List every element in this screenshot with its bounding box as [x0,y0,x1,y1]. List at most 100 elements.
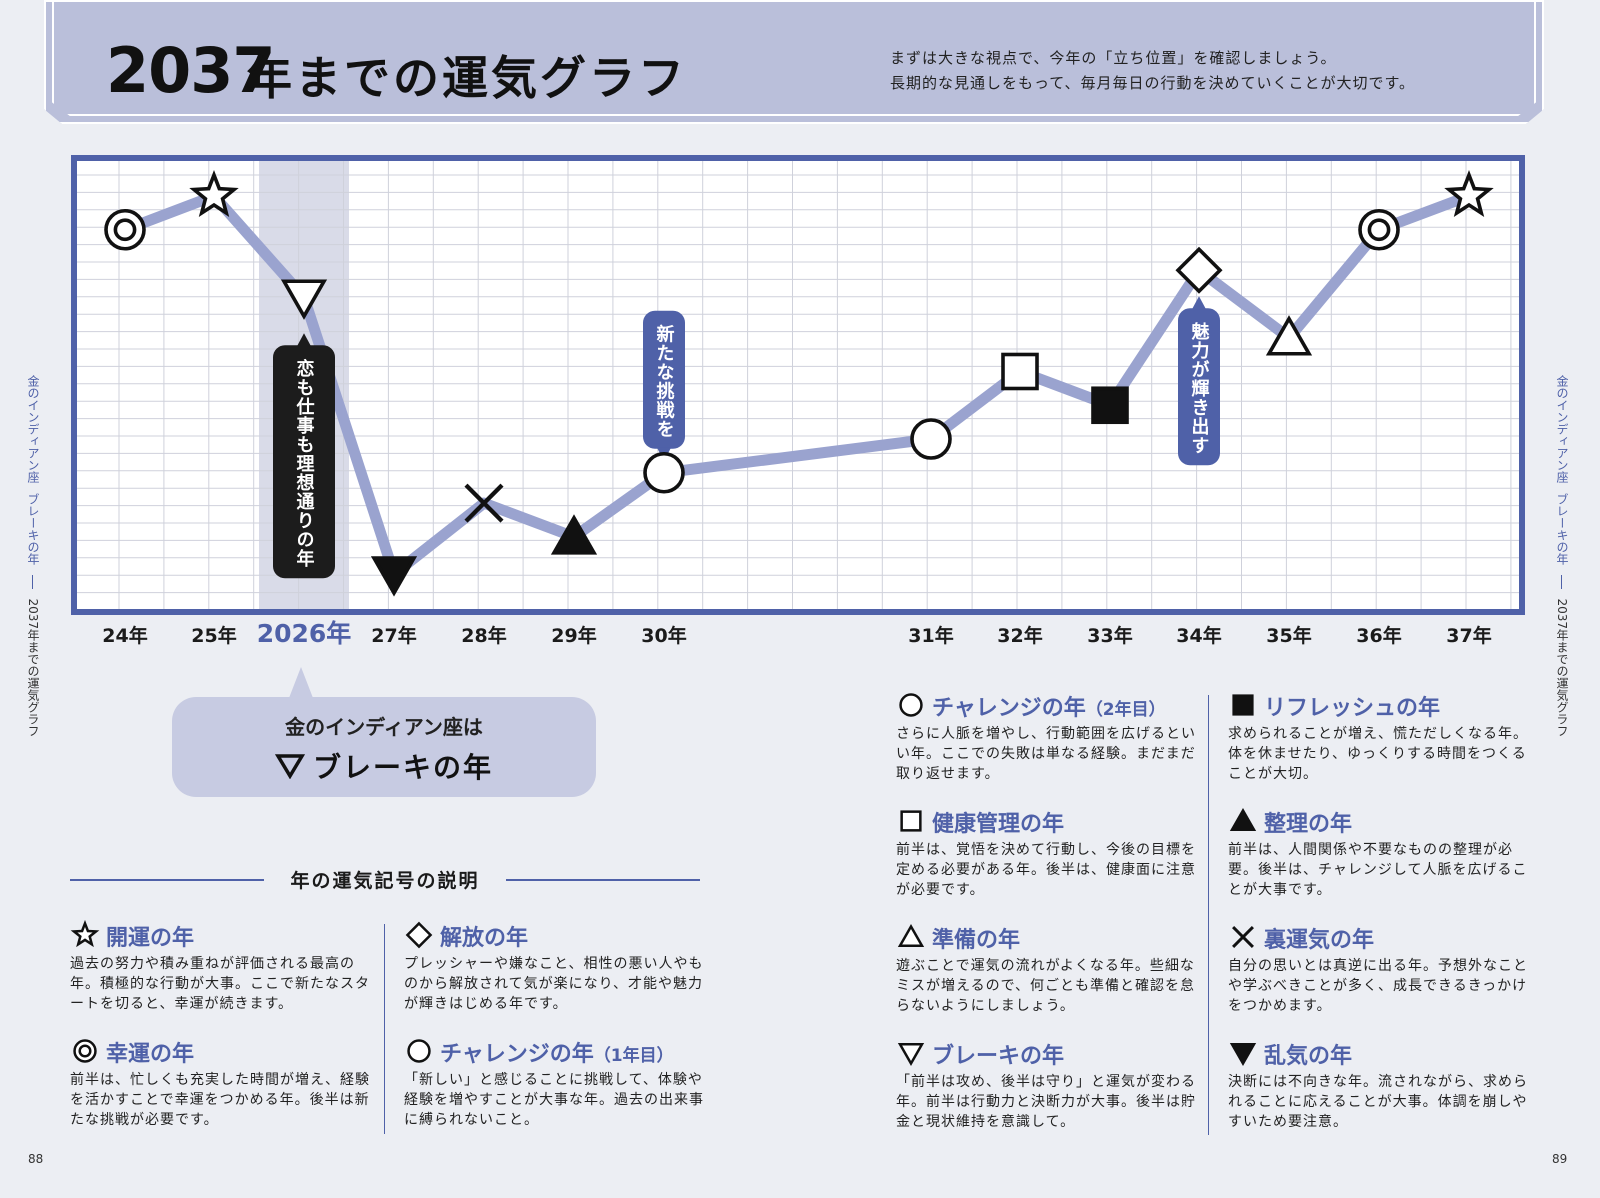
chart-annotation: 恋も仕事も理想通りの年 [273,333,335,579]
x-tick-label: 37年 [1446,624,1491,647]
square-filled-icon [1232,694,1254,716]
title-text: 年までの運気グラフ [246,51,687,105]
point-marker-double-circle [104,208,146,251]
intro-line: まずは大きな視点で、今年の「立ち位置」を確認しましょう。 [890,49,1337,67]
legend-entry: 開運の年過去の努力や積み重ねが評価される最高の年。積極的な行動が大事。ここで新た… [70,919,370,1014]
x-tick-label: 30年 [641,624,686,647]
legend-entry-title: 開運の年 [70,919,370,954]
legend-heading: 年の運気記号の説明 [70,866,700,896]
legend-title-text: 準備の年 [932,928,1021,953]
legend-heading-rule-right [506,879,700,881]
legend-entry: リフレッシュの年 求められることが増え、慌ただしくなる年。体を休ませたり、ゆっくり… [1228,690,1528,784]
point-marker-triangle [1265,315,1313,356]
callout-year-type: ブレーキの年 [312,751,493,784]
x-tick-label: 33年 [1087,624,1132,647]
triangle-icon [897,924,925,948]
legend-title-text: 開運の年 [106,926,195,951]
legend-entry: 準備の年 遊ぶことで運気の流れがよくなる年。些細なミスが増えるので、何ごとも準備と… [896,922,1196,1016]
side-label-right: 金のインディアン座 ブレーキの年 2037年までの運気グラフ [1553,375,1569,737]
legend-entry: 幸運の年前半は、忙しくも充実した時間が増え、経験を活かすことで幸運をつかめる年。… [70,1036,370,1130]
fortune-line-chart: 恋も仕事も理想通りの年 新たな挑戦を 魅力が輝き出す 24年 25年 2026年 27年 28… [71,155,1525,648]
legend-description: 「前半は攻め、後半は守り」と運気が変わる年。前半は行動力と決断力が大事。後半は貯… [896,1074,1196,1130]
x-tick-label: 2026年 [257,619,352,648]
callout-line1: 金のインディアン座は [285,715,483,739]
triangle-filled-icon [1229,808,1257,832]
legend-entry-title: 幸運の年 [70,1036,370,1070]
legend-heading-text: 年の運気記号の説明 [290,870,480,892]
chart-annotation: 魅力が輝き出す [1178,296,1220,466]
legend-divider [384,924,385,1134]
legend-entry: 健康管理の年 前半は、覚悟を決めて行動し、今後の目標を定める必要がある年。後半は、… [896,806,1196,900]
side-label-year-type: ブレーキの年 [1555,492,1569,565]
legend-entry: 裏運気の年自分の思いとは真逆に出る年。予想外なことや学ぶべきことが多く、成長でき… [1228,922,1528,1016]
side-label-divider [1561,574,1563,589]
legend-description: 自分の思いとは真逆に出る年。予想外なことや学ぶべきことが多く、成長できるきっかけ… [1228,958,1528,1014]
legend-title-note: （1年目） [593,1046,674,1066]
legend-entry: 解放の年プレッシャーや嫌なこと、相性の悪い人やものから解放されて気が楽になり、才… [404,920,704,1014]
side-label-constellation: 金のインディアン座 [1555,375,1569,483]
side-label-left: 金のインディアン座 ブレーキの年 2037年までの運気グラフ [24,375,40,737]
x-tick-label: 36年 [1356,624,1401,647]
legend-description: 前半は、覚悟を決めて行動し、今後の目標を定める必要がある年。後半は、健康面に注意… [896,842,1196,898]
legend-entry-title: チャレンジの年（1年目） [404,1036,704,1070]
point-marker-double-circle [1358,208,1400,251]
legend-title-note: （2年目） [1085,700,1166,720]
legend-description: 前半は、忙しくも充実した時間が増え、経験を活かすことで幸運をつかめる年。後半は新… [70,1072,370,1128]
x-tick-label: 24年 [102,624,147,647]
legend-heading-rule-left [70,879,264,881]
point-marker-triangle-filled [550,514,598,555]
triangle-down-icon [274,754,306,780]
x-tick-label: 34年 [1176,624,1221,647]
point-marker-cross [464,483,504,523]
intro-text: まずは大きな視点で、今年の「立ち位置」を確認しましょう。 長期的な見通しをもって… [890,46,1415,96]
title-year: 2037 [106,34,276,107]
legend-title-text: 解放の年 [440,926,529,951]
annotation-text: 恋も仕事も理想通りの年 [294,358,316,568]
intro-line: 長期的な見通しをもって、毎月毎日の行動を決めていくことが大切です。 [890,74,1416,92]
x-tick-label: 31年 [908,624,953,647]
legend-entry: 乱気の年決断には不向きな年。流されながら、求められることに応えることが大事。体調… [1228,1038,1528,1132]
triangle-down-filled-icon [1229,1042,1257,1066]
double-circle-icon [73,1039,97,1063]
diamond-icon [405,921,433,949]
legend-entry-title: 乱気の年 [1228,1038,1528,1072]
legend-description: 過去の努力や積み重ねが評価される最高の年。積極的な行動が大事。ここで新たなスター… [70,956,370,1012]
legend-description: 決断には不向きな年。流されながら、求められることに応えることが大事。体調を崩しや… [1228,1074,1528,1130]
x-tick-label: 29年 [551,624,596,647]
legend-entry: チャレンジの年（1年目） 「新しい」と感じることに挑戦して、体験や経験を増やすこと… [404,1036,704,1130]
legend-entry-title: 整理の年 [1228,806,1528,840]
legend-entry: 整理の年前半は、人間関係や不要なものの整理が必要。後半は、チャレンジして人脈を広… [1228,806,1528,900]
x-tick-label: 32年 [997,624,1042,647]
triangle-down-icon [897,1042,925,1066]
point-marker-triangle-down-filled [370,556,418,597]
point-marker-star [189,170,239,218]
square-icon [900,810,922,832]
legend-description: プレッシャーや嫌なこと、相性の悪い人やものから解放されて気が楽になり、才能や魅力… [404,956,704,1012]
side-label-section: 2037年までの運気グラフ [26,598,40,738]
point-marker-star [1444,170,1494,218]
legend-title-text: 幸運の年 [106,1042,195,1067]
circle-icon [407,1039,431,1063]
legend-title-text: チャレンジの年 [932,696,1086,721]
point-marker-square [1001,352,1039,391]
legend-entry-title: 準備の年 [896,922,1196,956]
point-marker-square-filled [1091,386,1129,425]
side-label-divider [32,574,34,589]
legend-divider [1208,695,1209,1135]
chart-annotation: 新たな挑戦を [643,310,685,461]
year-type-callout: 金のインディアン座は ブレーキの年 [172,667,596,797]
legend-title-text: ブレーキの年 [932,1044,1065,1069]
legend-entry-title: 健康管理の年 [896,806,1196,840]
legend-title-text: 整理の年 [1264,812,1353,837]
annotation-text: 新たな挑戦を [654,324,675,439]
legend-description: 前半は、人間関係や不要なものの整理が必要。後半は、チャレンジして人脈を広げること… [1228,842,1528,898]
circle-icon [899,693,923,717]
x-tick-label: 35年 [1266,624,1311,647]
legend-title-text: 乱気の年 [1264,1044,1353,1069]
annotation-text: 魅力が輝き出す [1189,321,1210,455]
x-tick-label: 27年 [371,624,416,647]
legend-entry: チャレンジの年（2年目） さらに人脈を増やし、行動範囲を広げるといい年。ここでの失… [896,690,1196,784]
point-marker-triangle-down [280,279,328,320]
legend-description: 求められることが増え、慌ただしくなる年。体を休ませたり、ゆっくりする時間をつくる… [1228,726,1528,782]
legend-title-text: 裏運気の年 [1264,928,1375,953]
